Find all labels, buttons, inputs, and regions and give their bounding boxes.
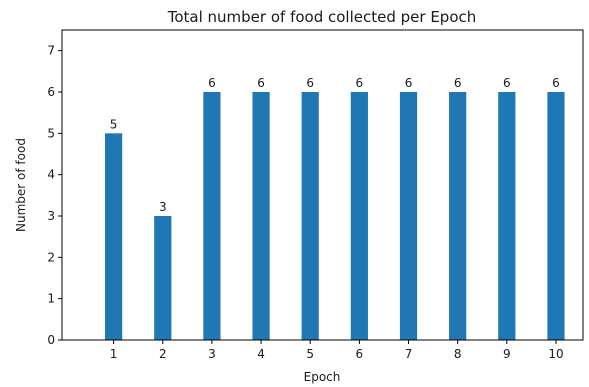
chart-title: Total number of food collected per Epoch <box>167 8 477 26</box>
plot-frame <box>61 29 584 341</box>
x-tick-label-3: 3 <box>208 347 216 361</box>
y-tick-label-1: 1 <box>47 292 55 306</box>
data-label-epoch-5: 6 <box>306 76 314 90</box>
bar-epoch-4 <box>252 92 270 340</box>
x-tick-label-7: 7 <box>405 347 413 361</box>
x-axis-label: Epoch <box>304 370 341 384</box>
x-tick-label-4: 4 <box>257 347 265 361</box>
x-tick-label-1: 1 <box>110 347 118 361</box>
y-axis-ticks: 0 1 2 3 4 5 6 7 <box>47 44 62 347</box>
bars-group <box>105 92 565 340</box>
x-tick-label-2: 2 <box>159 347 167 361</box>
data-label-epoch-4: 6 <box>257 76 265 90</box>
bar-epoch-9 <box>498 92 516 340</box>
data-label-epoch-3: 6 <box>208 76 216 90</box>
data-label-epoch-8: 6 <box>454 76 462 90</box>
x-tick-label-10: 10 <box>548 347 563 361</box>
x-tick-label-6: 6 <box>356 347 364 361</box>
y-axis-label: Number of food <box>14 138 28 232</box>
data-label-epoch-7: 6 <box>405 76 413 90</box>
y-tick-label-0: 0 <box>47 333 55 347</box>
data-label-epoch-2: 3 <box>159 200 167 214</box>
x-tick-label-5: 5 <box>306 347 314 361</box>
bar-epoch-7 <box>399 92 418 340</box>
bar-epoch-1 <box>105 133 123 340</box>
bar-epoch-6 <box>350 92 368 340</box>
data-label-epoch-9: 6 <box>503 76 511 90</box>
y-tick-label-5: 5 <box>47 126 55 140</box>
data-label-epoch-1: 5 <box>110 117 118 131</box>
x-tick-label-9: 9 <box>503 347 511 361</box>
y-tick-label-4: 4 <box>47 168 55 182</box>
y-tick-label-3: 3 <box>47 209 55 223</box>
bar-epoch-2 <box>154 216 172 340</box>
x-tick-label-8: 8 <box>454 347 462 361</box>
y-tick-label-2: 2 <box>47 250 55 264</box>
bar-epoch-8 <box>449 92 467 340</box>
y-tick-label-6: 6 <box>47 85 55 99</box>
bar-epoch-3 <box>203 92 221 340</box>
y-tick-label-7: 7 <box>47 44 55 58</box>
x-axis-ticks: 1 2 3 4 5 6 7 8 9 10 <box>110 340 564 361</box>
data-label-epoch-6: 6 <box>356 76 364 90</box>
data-labels-group: 5 3 6 6 6 6 6 6 6 6 <box>110 76 560 214</box>
bar-epoch-10 <box>547 92 565 340</box>
bar-epoch-5 <box>301 92 319 340</box>
data-label-epoch-10: 6 <box>552 76 560 90</box>
